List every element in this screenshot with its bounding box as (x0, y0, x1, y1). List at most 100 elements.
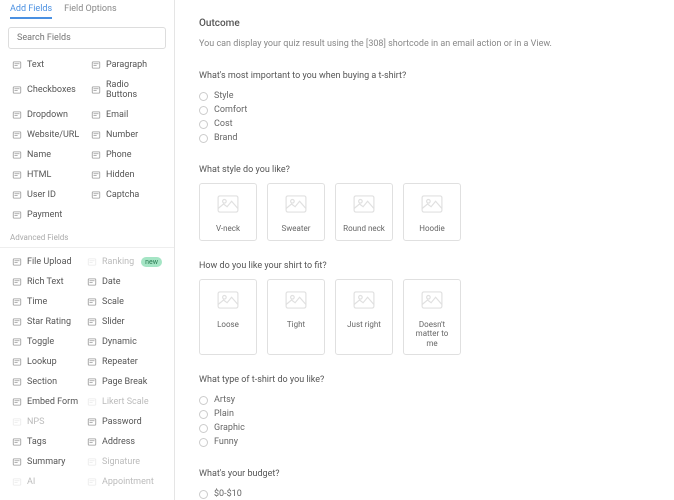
q3-option-2[interactable]: Just right (335, 279, 393, 356)
radio-label: Graphic (214, 423, 245, 433)
field-addr[interactable]: Address (83, 432, 166, 452)
search-input[interactable] (8, 27, 166, 49)
q4-option-2[interactable]: Graphic (199, 421, 650, 435)
q3-option-1[interactable]: Tight (267, 279, 325, 356)
field-label: Signature (102, 457, 140, 467)
image-option-label: Hoodie (410, 224, 454, 234)
field-file[interactable]: File Upload (8, 252, 83, 272)
field-label: Rich Text (27, 277, 64, 287)
q4-title: What type of t-shirt do you like? (199, 375, 650, 385)
field-repeat[interactable]: Repeater (83, 352, 166, 372)
field-likert[interactable]: Likert Scale (83, 392, 166, 412)
q4-option-3[interactable]: Funny (199, 435, 650, 449)
field-star[interactable]: Star Rating (8, 312, 83, 332)
field-toggle[interactable]: Toggle (8, 332, 83, 352)
q1-option-1[interactable]: Comfort (199, 103, 650, 117)
field-radio[interactable]: Radio Buttons (87, 75, 166, 105)
field-ai[interactable]: AI (8, 472, 83, 492)
q1-option-2[interactable]: Cost (199, 117, 650, 131)
field-email[interactable]: Email (87, 105, 166, 125)
field-paragraph[interactable]: Paragraph (87, 55, 166, 75)
field-appt[interactable]: Appointment (83, 472, 166, 492)
field-label: Lookup (27, 357, 57, 367)
field-label: Time (27, 297, 47, 307)
field-check[interactable]: Checkboxes (8, 75, 87, 105)
radio-icon (199, 106, 208, 115)
field-user[interactable]: User ID (8, 185, 87, 205)
basic-fields: Text Paragraph Checkboxes Radio ButtonsDrop… (0, 53, 174, 227)
image-placeholder-icon (342, 286, 386, 314)
image-option-label: V-neck (206, 224, 250, 234)
radio-icon (199, 438, 208, 447)
radio-icon (199, 92, 208, 101)
q4-option-0[interactable]: Artsy (199, 393, 650, 407)
field-payment[interactable]: Payment (8, 205, 166, 225)
image-option-label: Loose (206, 320, 250, 330)
field-scale[interactable]: Scale (83, 292, 166, 312)
image-option-label: Sweater (274, 224, 318, 234)
field-break[interactable]: Page Break (83, 372, 166, 392)
field-number[interactable]: Number (87, 125, 166, 145)
field-label: Slider (102, 317, 125, 327)
field-pass[interactable]: Password (83, 412, 166, 432)
field-embed[interactable]: Embed Form (8, 392, 83, 412)
field-date[interactable]: Date (83, 272, 166, 292)
field-lookup[interactable]: Lookup (8, 352, 83, 372)
radio-label: $0-$10 (214, 489, 242, 499)
field-nps[interactable]: NPS (8, 412, 83, 432)
field-url[interactable]: Website/URL (8, 125, 87, 145)
field-slider[interactable]: Slider (83, 312, 166, 332)
q1-option-3[interactable]: Brand (199, 131, 650, 145)
radio-label: Plain (214, 409, 234, 419)
field-label: Checkboxes (27, 85, 76, 95)
field-label: Dynamic (102, 337, 137, 347)
field-label: Phone (106, 150, 132, 160)
field-summary[interactable]: Summary (8, 452, 83, 472)
question-3: How do you like your shirt to fit? Loose… (199, 261, 650, 356)
field-dropdown[interactable]: Dropdown (8, 105, 87, 125)
tab-add-fields[interactable]: Add Fields (10, 4, 52, 19)
radio-icon (199, 424, 208, 433)
q5-option-0[interactable]: $0-$10 (199, 487, 650, 500)
question-5: What's your budget? $0-$10$10-$20$20-$30… (199, 469, 650, 500)
field-text[interactable]: Text (8, 55, 87, 75)
q4-option-1[interactable]: Plain (199, 407, 650, 421)
field-label: Paragraph (106, 60, 147, 70)
field-phone[interactable]: Phone (87, 145, 166, 165)
outcome-title: Outcome (199, 18, 650, 29)
field-label: Website/URL (27, 130, 79, 140)
field-time[interactable]: Time (8, 292, 83, 312)
question-1: What's most important to you when buying… (199, 71, 650, 145)
tab-field-options[interactable]: Field Options (64, 4, 117, 19)
q2-option-2[interactable]: Round neck (335, 183, 393, 241)
field-rank[interactable]: Rankingnew (83, 252, 166, 272)
sidebar: Add Fields Field Options Text Paragraph Ch… (0, 0, 175, 500)
q3-option-3[interactable]: Doesn't matter to me (403, 279, 461, 356)
field-label: File Upload (27, 257, 72, 267)
field-label: Likert Scale (102, 397, 149, 407)
q2-option-0[interactable]: V-neck (199, 183, 257, 241)
q3-option-0[interactable]: Loose (199, 279, 257, 356)
field-hidden[interactable]: Hidden (87, 165, 166, 185)
field-section[interactable]: Section (8, 372, 83, 392)
field-name[interactable]: Name (8, 145, 87, 165)
q2-option-3[interactable]: Hoodie (403, 183, 461, 241)
field-label: Ranking (102, 257, 134, 267)
field-label: HTML (27, 170, 51, 180)
field-tags[interactable]: Tags (8, 432, 83, 452)
image-placeholder-icon (206, 190, 250, 218)
q3-title: How do you like your shirt to fit? (199, 261, 650, 271)
field-rich[interactable]: Rich Text (8, 272, 83, 292)
q2-title: What style do you like? (199, 165, 650, 175)
q2-option-1[interactable]: Sweater (267, 183, 325, 241)
main-canvas: Outcome You can display your quiz result… (175, 0, 674, 500)
field-dynamic[interactable]: Dynamic (83, 332, 166, 352)
radio-icon (199, 396, 208, 405)
field-html[interactable]: HTML (8, 165, 87, 185)
radio-label: Brand (214, 133, 237, 143)
field-label: Embed Form (27, 397, 78, 407)
q1-option-0[interactable]: Style (199, 89, 650, 103)
field-captcha[interactable]: Captcha (87, 185, 166, 205)
field-label: Captcha (106, 190, 139, 200)
field-sig[interactable]: Signature (83, 452, 166, 472)
